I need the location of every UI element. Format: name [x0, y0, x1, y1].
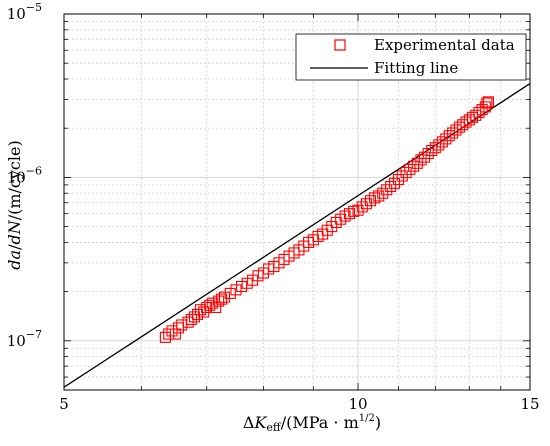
ylabel-dN: dN	[5, 219, 24, 244]
x-axis-label: ΔKeff/(MPa · m1/2)	[243, 413, 381, 434]
svg-text:ΔKeff/(MPa · m1/2): ΔKeff/(MPa · m1/2)	[243, 413, 381, 434]
x-tick-label: 5	[59, 395, 69, 413]
y-tick-label: 10−5	[7, 1, 42, 23]
data-point	[230, 284, 242, 296]
y-tick-label: 10−7	[7, 328, 42, 350]
data-point	[216, 293, 228, 305]
data-point	[470, 109, 482, 121]
data-point	[356, 201, 368, 213]
legend-marker-experimental	[334, 39, 346, 51]
legend-box	[295, 33, 527, 81]
axes-frame	[63, 13, 531, 391]
y-axis-label: da/dN/(m/cycle)	[5, 140, 24, 269]
data-point	[422, 147, 434, 160]
data-point	[207, 297, 219, 309]
xlabel-symbol: K	[253, 413, 267, 432]
data-point	[381, 184, 393, 196]
data-point	[377, 187, 389, 199]
ylabel-slash: /	[5, 244, 24, 250]
data-point	[201, 301, 213, 314]
legend-label-experimental: Experimental data	[374, 36, 515, 54]
xlabel-subscript: eff	[266, 421, 282, 434]
data-point	[481, 97, 493, 109]
x-tick-label: 15	[520, 395, 539, 413]
data-point	[210, 301, 222, 314]
data-point	[373, 190, 385, 202]
y-tick-label: 10−6	[7, 164, 42, 186]
data-point	[166, 325, 178, 337]
legend-label-fitting: Fitting line	[374, 59, 458, 77]
data-point	[360, 198, 372, 210]
fitting-line	[63, 83, 531, 388]
data-point	[426, 144, 438, 157]
data-point	[224, 287, 236, 299]
data-point	[436, 136, 448, 148]
data-point	[204, 299, 216, 311]
data-point	[408, 160, 420, 172]
ticks: 5 10 15 10−7 10−6 10−5	[7, 1, 540, 413]
data-point	[433, 139, 445, 151]
data-point	[343, 208, 355, 220]
x-tick-label: 10	[348, 395, 367, 413]
data-point	[195, 304, 207, 316]
svg-text:da/dN/(m/cycle): da/dN/(m/cycle)	[5, 140, 24, 269]
data-point	[389, 177, 401, 189]
data-point	[429, 142, 441, 154]
data-point	[330, 216, 342, 229]
data-point	[419, 151, 431, 163]
data-point	[163, 328, 175, 340]
data-point	[172, 322, 185, 334]
plot-area	[63, 83, 531, 388]
data-point	[385, 180, 397, 193]
data-point	[352, 204, 364, 216]
xlabel-close: )	[375, 413, 381, 432]
data-point	[218, 291, 231, 303]
data-point	[392, 174, 404, 186]
data-point	[443, 130, 455, 142]
data-point	[482, 96, 494, 108]
xlabel-power: 1/2	[359, 413, 375, 424]
data-point	[440, 133, 452, 145]
data-point	[396, 170, 408, 182]
data-point	[447, 127, 459, 139]
data-point	[415, 154, 427, 166]
ylabel-da: da	[5, 250, 24, 270]
data-point	[400, 167, 412, 179]
ylabel-units: /(m/cycle)	[5, 140, 24, 220]
data-point	[213, 295, 225, 307]
data-point	[169, 328, 181, 340]
xlabel-delta: Δ	[243, 413, 255, 432]
xlabel-units: /(MPa · m	[281, 413, 359, 432]
data-point	[404, 163, 416, 175]
data-point	[411, 157, 423, 169]
legend: Experimental data Fitting line	[295, 33, 527, 81]
data-point	[348, 205, 360, 217]
